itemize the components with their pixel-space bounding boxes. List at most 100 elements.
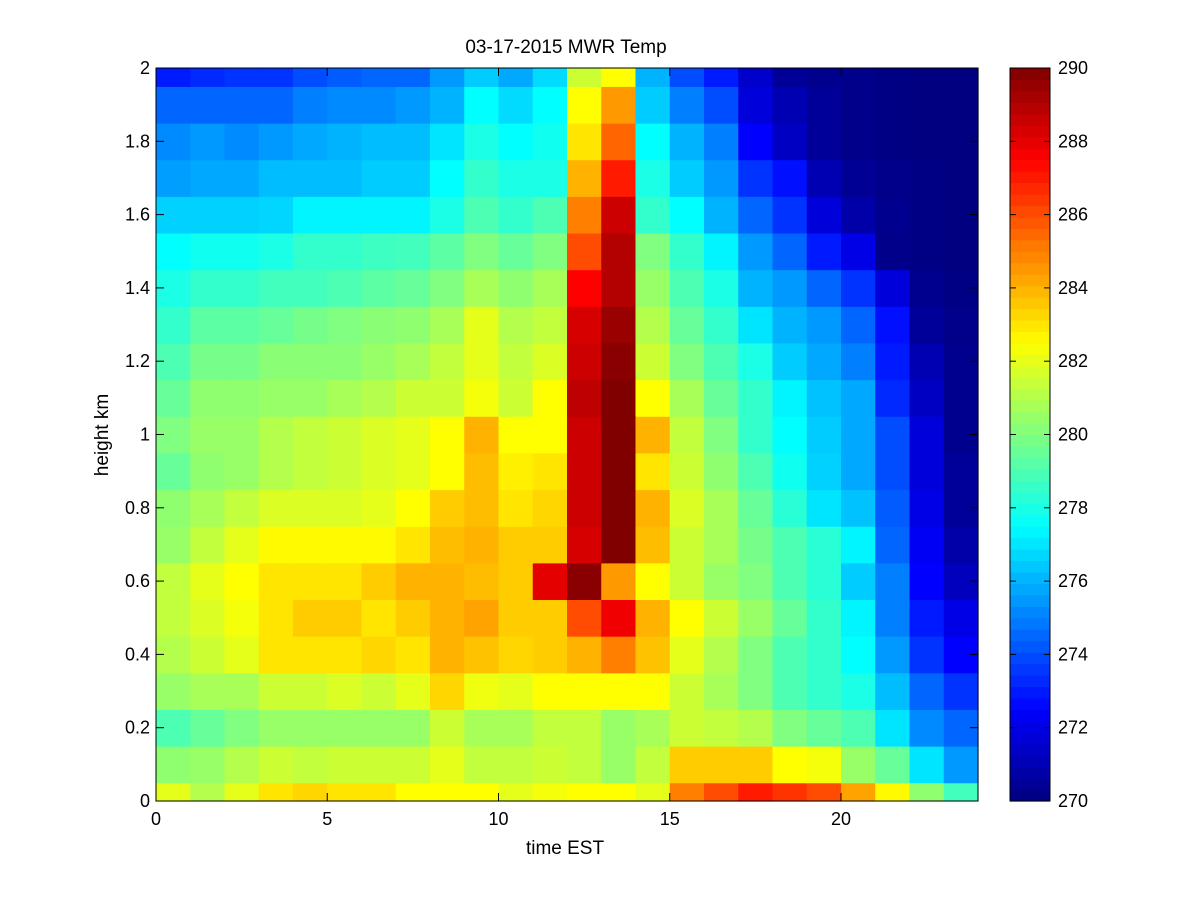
heatmap-cell [395,452,431,491]
heatmap-cell [532,599,568,637]
heatmap-cell [943,379,979,417]
heatmap-cell [943,86,979,124]
colorbar-segment [1010,388,1050,401]
heatmap-cell [841,269,876,307]
heatmap-cell [293,122,328,161]
heatmap-cell [772,269,808,307]
heatmap-cell [704,672,739,710]
heatmap-cell [498,196,534,234]
heatmap-cell [258,782,294,802]
colorbar-segment [1010,503,1050,516]
heatmap-cell [909,416,945,454]
heatmap-cell [772,306,808,344]
heatmap-cell [430,196,465,234]
heatmap-cell [258,526,294,564]
heatmap-cell [704,86,739,124]
heatmap-cell [806,122,842,161]
heatmap-cell [293,562,328,601]
heatmap-cell [601,416,637,454]
heatmap-cell [532,232,568,271]
heatmap-cell [156,68,191,87]
heatmap-cell [567,122,602,161]
heatmap-cell [361,452,397,491]
heatmap-cell [669,562,705,601]
colorbar-segment [1010,262,1050,275]
heatmap-cell [909,672,945,710]
heatmap-cell [943,159,979,197]
heatmap-cell [293,636,328,674]
heatmap-cell [532,526,568,564]
heatmap-cell [806,232,842,271]
heatmap-cell [669,452,705,491]
heatmap-cell [224,526,260,564]
heatmap-cell [464,526,500,564]
heatmap-cell [635,452,671,491]
heatmap-cell [909,122,945,161]
colorbar-segment [1010,285,1050,298]
heatmap-cell [738,636,774,674]
heatmap-cell [258,86,294,124]
heatmap-cell [772,159,808,197]
heatmap-cell [532,86,568,124]
colorbar-segment [1010,732,1050,745]
heatmap-cell [704,159,739,197]
heatmap-cell [430,452,465,491]
heatmap-cell [293,196,328,234]
heatmap-cell [224,562,260,601]
heatmap-cell [806,306,842,344]
colorbar-segment [1010,720,1050,733]
heatmap-cell [806,782,842,802]
heatmap-cell [532,196,568,234]
y-axis-label: height km [92,394,113,476]
heatmap-cell [841,68,876,87]
heatmap-cell [635,306,671,344]
heatmap-cell [601,86,637,124]
heatmap-cell [704,416,739,454]
colorbar-segment [1010,239,1050,252]
colorbar-segment [1010,457,1050,470]
heatmap-cell [464,452,500,491]
heatmap-cell [293,232,328,271]
y-tick-label: 1.4 [125,278,150,298]
heatmap-cell [772,526,808,564]
heatmap-cell [875,68,911,87]
heatmap-cell [327,782,363,802]
heatmap-cell [532,122,568,161]
heatmap-cell [258,562,294,601]
heatmap-cell [841,122,876,161]
heatmap-cell [567,672,602,710]
colorbar-segment [1010,113,1050,126]
heatmap-cell [772,379,808,417]
heatmap-cell [395,672,431,710]
heatmap-cell [704,489,739,527]
heatmap-cell [327,636,363,674]
colorbar-segment [1010,514,1050,527]
colorbar-segment [1010,182,1050,195]
heatmap-cell [498,122,534,161]
heatmap-cell [532,306,568,344]
heatmap-cell [704,379,739,417]
heatmap-cell [327,306,363,344]
heatmap-cell [224,232,260,271]
heatmap-cell [841,196,876,234]
heatmap-cell [601,636,637,674]
colorbar-segment [1010,560,1050,573]
heatmap-cell [875,636,911,674]
heatmap-cell [772,452,808,491]
heatmap-cell [498,636,534,674]
heatmap-cell [772,636,808,674]
heatmap-cell [430,489,465,527]
heatmap-cell [293,526,328,564]
heatmap-cell [601,122,637,161]
heatmap-cell [498,68,534,87]
heatmap-cell [464,379,500,417]
heatmap-cell [738,86,774,124]
colorbar-segment [1010,526,1050,539]
heatmap-cell [498,269,534,307]
heatmap-cell [669,379,705,417]
colorbar-tick-label: 278 [1058,498,1088,518]
heatmap-cell [704,599,739,637]
y-tick-label: 1.8 [125,131,150,151]
heatmap-cell [841,232,876,271]
colorbar-segment [1010,171,1050,184]
